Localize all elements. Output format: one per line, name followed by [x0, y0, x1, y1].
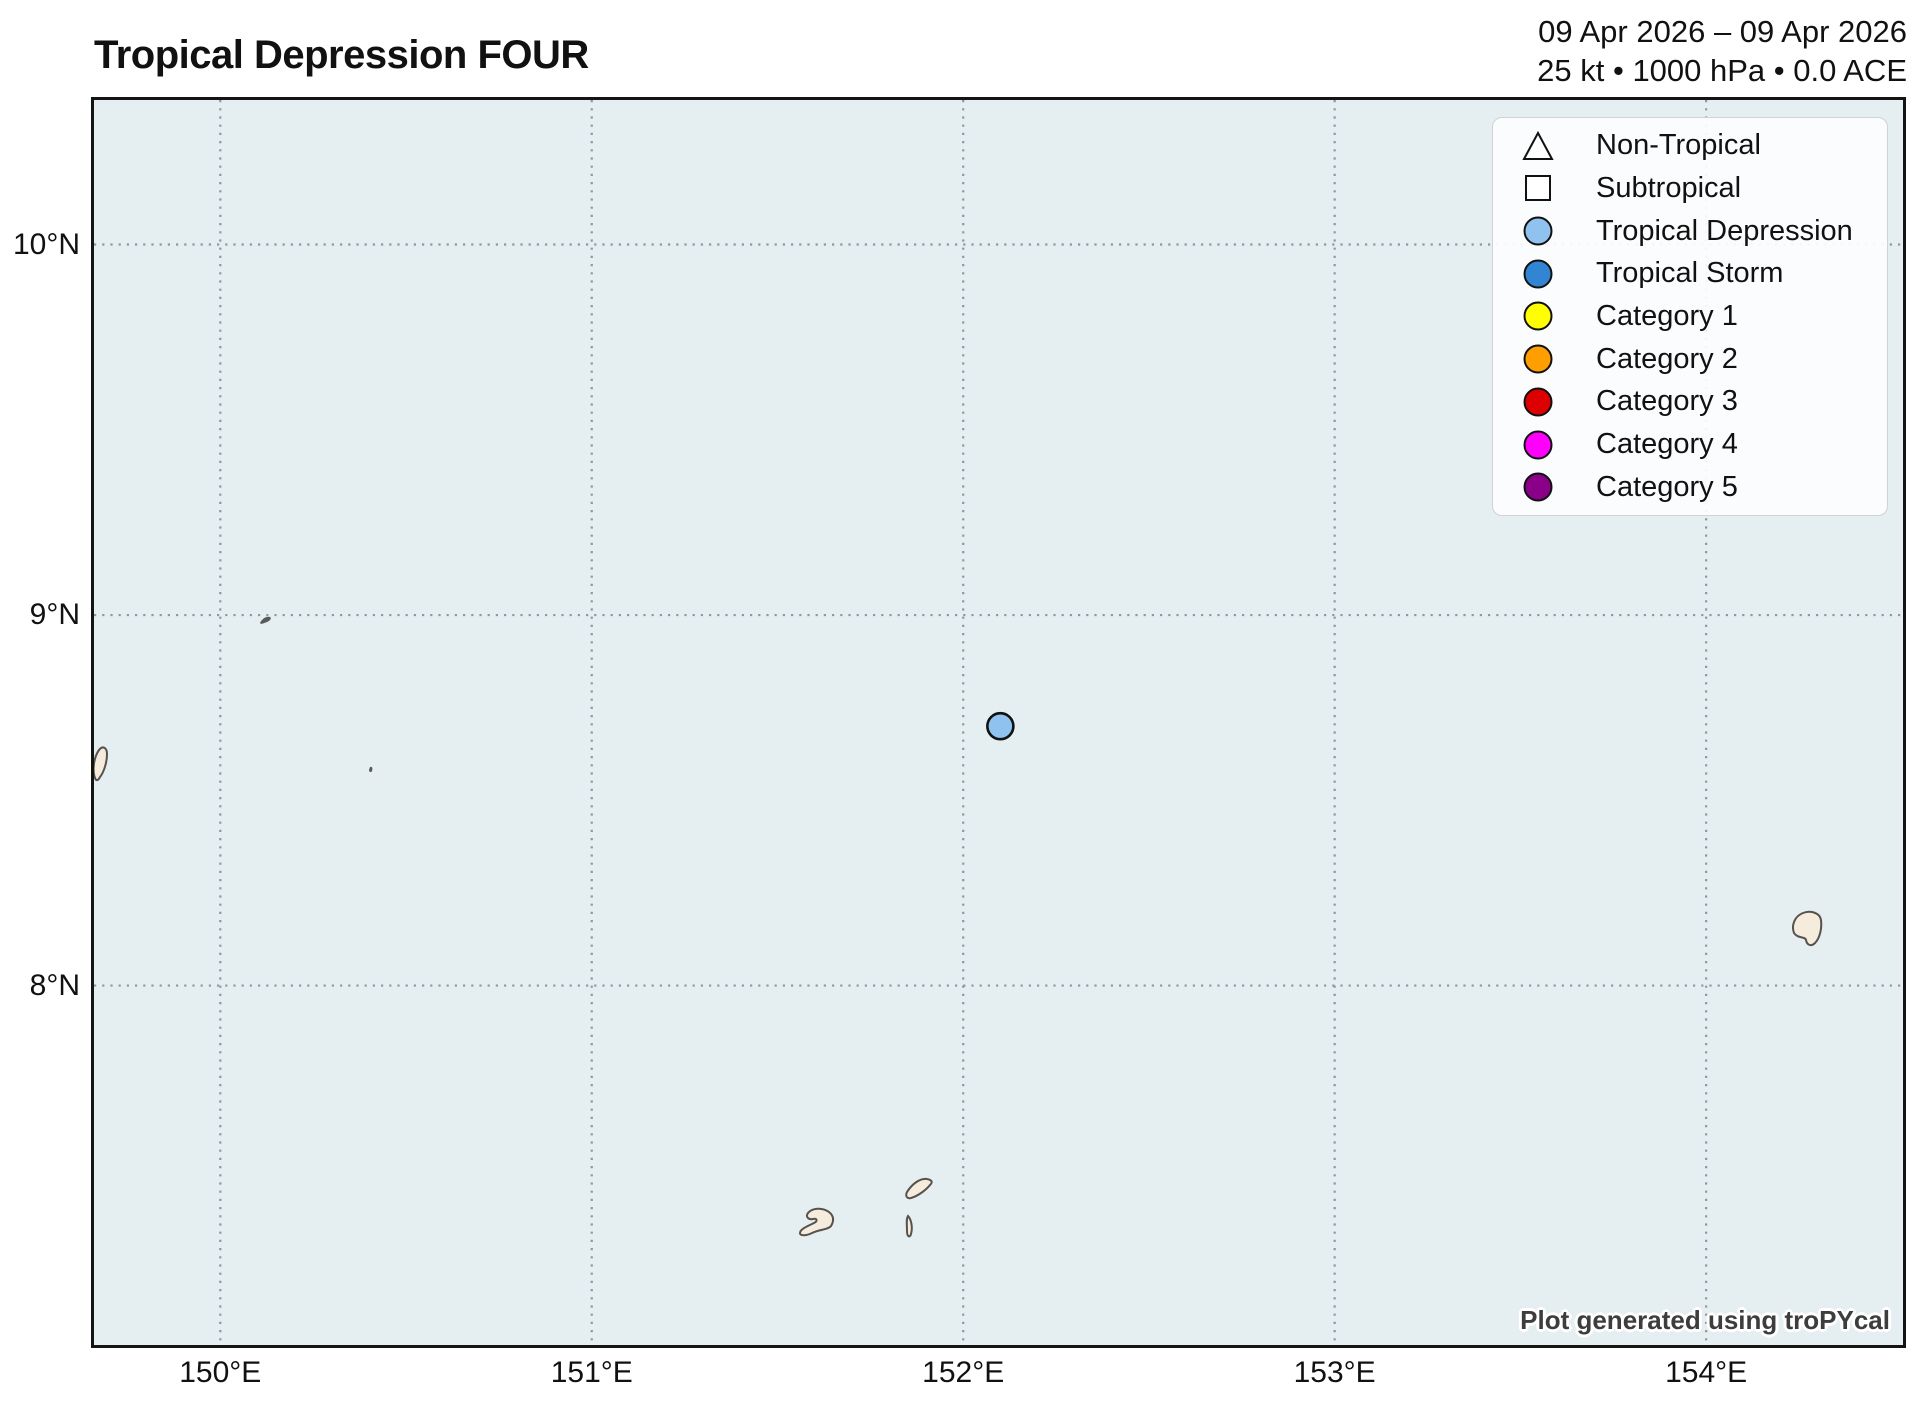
square-marker-icon: [1525, 175, 1551, 202]
circle-marker-icon: [1523, 430, 1553, 459]
legend-item-label: Category 1: [1596, 299, 1738, 332]
legend-item-label: Tropical Storm: [1596, 257, 1784, 290]
circle-marker-icon: [1523, 216, 1553, 246]
storm-track-points: [986, 711, 1015, 741]
island: [94, 746, 109, 782]
legend-item-label: Category 2: [1596, 342, 1738, 375]
legend-item-tropical-depression: Tropical Depression: [1493, 210, 1887, 252]
legend-item-category-3: Category 3: [1493, 381, 1887, 423]
storm-stats: 25 kt • 1000 hPa • 0.0 ACE: [1537, 53, 1907, 88]
legend-item-tropical-storm: Tropical Storm: [1493, 253, 1887, 295]
circle-marker-icon: [1523, 387, 1553, 417]
legend-item-label: Category 3: [1596, 385, 1738, 418]
landmasses: [94, 616, 1823, 1238]
island: [905, 1177, 933, 1200]
storm-summary: 09 Apr 2026 – 09 Apr 2026 25 kt • 1000 h…: [1537, 12, 1907, 90]
x-tick-label: 150°E: [179, 1356, 262, 1389]
legend-item-subtropical: Subtropical: [1493, 167, 1887, 209]
x-tick-label: 151°E: [550, 1356, 633, 1389]
legend-item-label: Tropical Depression: [1596, 214, 1853, 247]
page-title: Tropical Depression FOUR: [94, 33, 589, 77]
legend-item-label: Subtropical: [1596, 171, 1742, 204]
circle-marker-icon: [1523, 259, 1553, 289]
legend-item-label: Non-Tropical: [1596, 129, 1761, 162]
circle-marker-icon: [1523, 344, 1553, 374]
legend-item-label: Category 4: [1596, 428, 1738, 460]
circle-marker-icon: [1523, 301, 1553, 331]
legend-item-category-1: Category 1: [1493, 295, 1887, 337]
storm-date-range: 09 Apr 2026 – 09 Apr 2026: [1538, 14, 1907, 49]
legend-item-category-2: Category 2: [1493, 338, 1887, 380]
islet: [369, 766, 373, 773]
legend-item-category-5: Category 5: [1493, 466, 1887, 508]
island: [905, 1214, 913, 1238]
y-tick-label: 9°N: [29, 598, 80, 632]
legend-item-non-tropical: Non-Tropical: [1493, 125, 1887, 167]
legend: Non-Tropical Subtropical Tropical Depressi…: [1492, 117, 1888, 516]
y-tick-label: 10°N: [12, 227, 80, 261]
y-tick-label: 8°N: [29, 968, 80, 1002]
x-tick-label: 153°E: [1293, 1356, 1376, 1389]
triangle-marker-icon: [1522, 130, 1554, 160]
legend-item-label: Category 5: [1596, 470, 1738, 503]
island: [1792, 910, 1823, 947]
x-tick-label: 154°E: [1665, 1356, 1748, 1389]
x-tick-label: 152°E: [922, 1356, 1005, 1389]
circle-marker-icon: [1523, 472, 1553, 502]
legend-item-category-4: Category 4: [1493, 424, 1887, 466]
credit-watermark: Plot generated using troPYcal: [1520, 1305, 1890, 1335]
islet: [260, 616, 271, 624]
storm-position-point: [986, 711, 1015, 741]
island: [798, 1207, 835, 1237]
